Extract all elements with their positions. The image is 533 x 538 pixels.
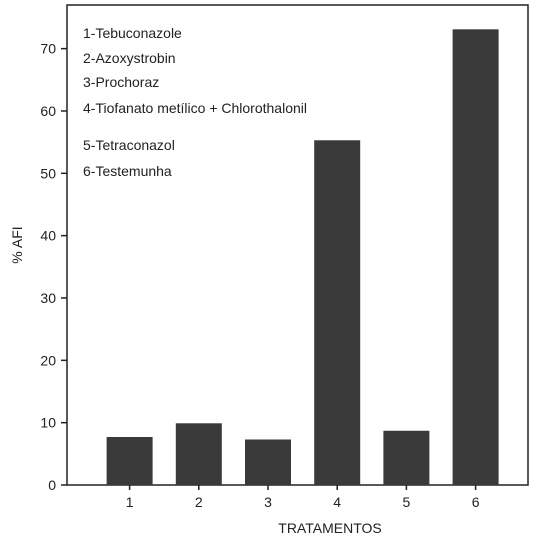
- bars: [106, 29, 499, 486]
- x-tick-label: 6: [472, 494, 480, 510]
- legend-entry-5: 5-Tetraconazol: [83, 137, 175, 153]
- x-tick-label: 4: [333, 494, 341, 510]
- legend-entry-3: 3-Prochoraz: [83, 74, 159, 90]
- y-tick-label: 70: [40, 41, 56, 57]
- y-axis-title: % AFI: [9, 226, 25, 263]
- x-tick-label: 5: [403, 494, 411, 510]
- y-axis: 0 10 20 30 40 50 60 70: [40, 41, 67, 493]
- bar-5: [383, 430, 430, 485]
- legend-entry-1: 1-Tebuconazole: [83, 25, 182, 41]
- legend: 1-Tebuconazole 2-Azoxystrobin 3-Prochoraz 4…: [83, 25, 307, 179]
- x-axis-title: TRATAMENTOS: [278, 520, 381, 536]
- legend-entry-6: 6-Testemunha: [83, 163, 172, 179]
- y-tick-label: 50: [40, 165, 56, 181]
- x-tick-label: 1: [126, 494, 134, 510]
- legend-entry-2: 2-Azoxystrobin: [83, 50, 176, 66]
- bar-3: [245, 439, 291, 485]
- y-tick-label: 10: [40, 415, 56, 431]
- legend-entry-4: 4-Tiofanato metílico + Chlorothalonil: [83, 100, 307, 116]
- bar-6: [452, 29, 499, 486]
- x-axis: 1 2 3 4 5 6: [126, 485, 480, 510]
- y-tick-label: 0: [48, 477, 56, 493]
- plot-frame: [66, 4, 529, 486]
- bar-2: [175, 423, 222, 485]
- x-tick-label: 3: [264, 494, 272, 510]
- bar-1: [106, 437, 153, 485]
- x-tick-label: 2: [195, 494, 203, 510]
- y-tick-label: 20: [40, 352, 56, 368]
- bar-4: [314, 140, 361, 486]
- y-tick-label: 60: [40, 103, 56, 119]
- y-tick-label: 30: [40, 290, 56, 306]
- y-tick-label: 40: [40, 228, 56, 244]
